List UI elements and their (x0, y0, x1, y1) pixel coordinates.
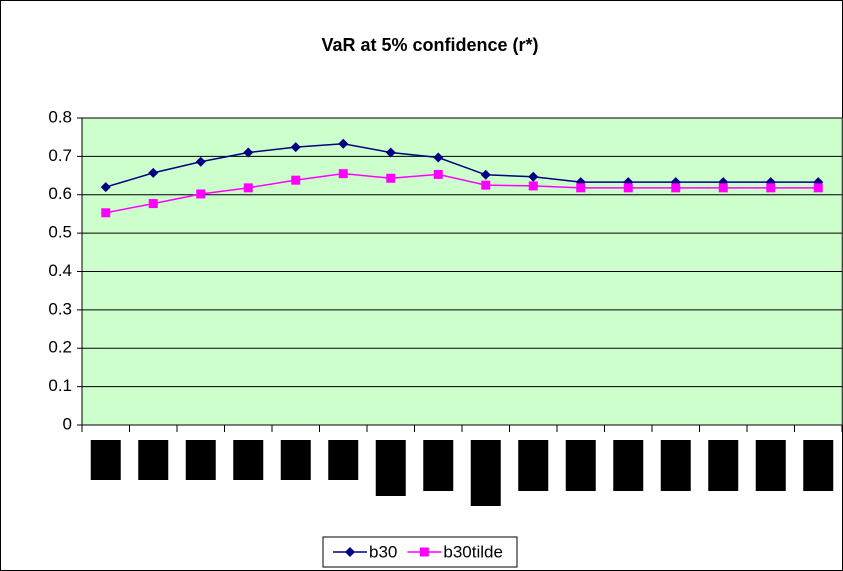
point (290, 142, 301, 153)
point (480, 169, 491, 180)
y-tick-label: 0.2 (48, 338, 72, 357)
legend-label: b30 (369, 542, 397, 561)
point (291, 175, 301, 185)
point (481, 180, 491, 190)
point (386, 173, 396, 183)
legend-marker (345, 547, 355, 557)
point (100, 182, 111, 193)
point (101, 208, 111, 218)
redacted-label (90, 440, 121, 480)
redacted-label (803, 440, 834, 491)
point (433, 152, 444, 163)
y-tick-label: 0.4 (48, 261, 72, 280)
redacted-label (423, 440, 454, 491)
y-tick-label: 0.5 (48, 223, 72, 242)
point (528, 181, 538, 191)
legend: b30 b30tilde (322, 536, 518, 568)
redacted-label (660, 440, 691, 491)
y-tick-label: 0.8 (48, 107, 72, 126)
series-line (105, 172, 819, 214)
redacted-label (565, 440, 596, 491)
point (243, 183, 253, 193)
y-tick-label: 0 (63, 414, 72, 433)
redacted-label (470, 440, 501, 506)
y-tick-label: 0.7 (48, 146, 72, 165)
redacted-label (518, 440, 549, 491)
point (338, 138, 349, 149)
point (766, 183, 776, 193)
point (623, 183, 633, 193)
y-tick-label: 0.1 (48, 376, 72, 395)
redacted-label (755, 440, 786, 491)
y-tick-label: 0.6 (48, 184, 72, 203)
redacted-label (280, 440, 311, 480)
redacted-label (708, 440, 739, 491)
redacted-label (233, 440, 264, 480)
point (576, 183, 586, 193)
point (385, 147, 396, 158)
redacted-label (185, 440, 216, 480)
point (671, 183, 681, 193)
point (243, 147, 254, 158)
legend-marker (419, 547, 429, 557)
redacted-label (375, 440, 406, 496)
point (528, 171, 539, 182)
chart-title: VaR at 5% confidence (r*) (321, 35, 538, 55)
redacted-label (613, 440, 644, 491)
point (813, 183, 823, 193)
legend-label: b30tilde (443, 542, 503, 561)
point (718, 183, 728, 193)
point (148, 199, 158, 209)
point (338, 169, 348, 179)
point (196, 189, 206, 199)
series-line (105, 142, 819, 188)
redacted-label (138, 440, 169, 480)
point (148, 167, 159, 178)
point (195, 156, 206, 167)
y-tick-label: 0.3 (48, 299, 72, 318)
point (433, 169, 443, 179)
redacted-label (328, 440, 359, 480)
